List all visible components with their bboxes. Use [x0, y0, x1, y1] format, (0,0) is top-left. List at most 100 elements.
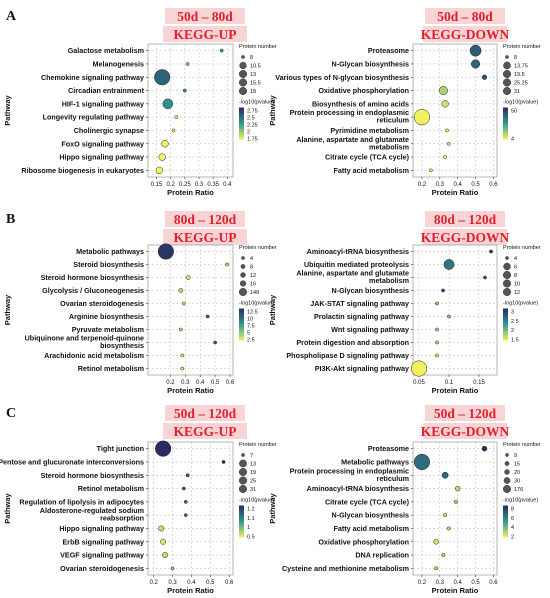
data-point	[170, 566, 175, 571]
data-point	[435, 327, 439, 332]
x-tick-label: 0.5	[206, 580, 215, 586]
x-tick-label: 0.5	[211, 380, 220, 386]
x-tick-label: 0.05	[413, 380, 425, 386]
data-point	[181, 301, 186, 306]
y-axis-title: Pathway	[3, 94, 12, 125]
color-legend-label: 5	[247, 331, 250, 337]
y-tick-label: Oxidative phosphorylation	[318, 86, 409, 95]
color-legend-label: 2.25	[247, 123, 258, 129]
size-legend-swatch	[505, 55, 509, 59]
size-legend-swatch	[503, 61, 511, 70]
x-tick-label: 0.2	[418, 580, 427, 586]
color-legend-title: -log10(pvalue)	[239, 301, 274, 307]
y-tick-label: Longevity regulating pathway	[43, 113, 144, 122]
size-legend-swatch	[503, 271, 512, 280]
data-point	[429, 168, 433, 173]
size-legend-swatch	[504, 461, 510, 466]
color-legend-label: 4	[511, 525, 514, 531]
y-tick-label: Melanogenesis	[92, 59, 144, 68]
data-point	[454, 485, 461, 492]
y-tick-label: Protein processing in endoplasmic reticul…	[290, 108, 409, 125]
y-tick-label: Citrate cycle (TCA cycle)	[325, 497, 410, 506]
size-legend-title: Protein number	[239, 44, 277, 50]
data-point	[445, 128, 449, 133]
chart-panel-4: 80d – 120d KEGG-DOWN 0.05 0.1 0.15 Aminoacyl-…	[268, 211, 541, 395]
color-legend-label: 0.5	[247, 535, 255, 541]
y-tick-label: Proteasome	[368, 46, 409, 55]
data-point	[433, 539, 439, 545]
y-tick-label: Ubiquinone and terpenoid-quinone biosynth…	[25, 334, 144, 351]
x-axis-title: Protein Ratio	[432, 586, 479, 595]
y-tick-label: Biosynthesis of amino acids	[312, 99, 409, 108]
colorbar	[503, 107, 508, 140]
y-tick-label: N-Glycan biosynthesis	[332, 286, 410, 295]
size-legend-swatch	[505, 256, 509, 260]
chart-title: 50d – 80d	[437, 9, 493, 24]
data-point	[441, 100, 449, 108]
plot-frame	[412, 43, 498, 178]
size-legend-swatch	[238, 288, 247, 297]
data-point	[469, 44, 482, 57]
panel-label: B	[6, 212, 15, 227]
data-point	[157, 243, 174, 260]
size-legend-swatch	[238, 485, 247, 494]
x-tick-label: 0.5	[471, 580, 480, 586]
y-tick-label: Protein digestion and absorption	[296, 338, 409, 347]
x-axis-title: Protein Ratio	[167, 386, 214, 395]
size-legend-label: 15	[514, 462, 520, 468]
color-legend-label: 3	[511, 310, 514, 316]
color-legend-label: 1.5	[511, 338, 519, 344]
data-point	[481, 445, 488, 452]
size-legend-swatch	[503, 262, 511, 271]
color-legend-label: 8	[511, 507, 514, 513]
subheader-bg	[163, 26, 247, 42]
data-point	[158, 153, 166, 161]
data-point	[435, 301, 439, 306]
y-tick-label: Ovarian steroidogenesis	[60, 564, 144, 573]
x-tick-label: 0.5	[471, 182, 480, 188]
data-point	[446, 141, 451, 146]
size-legend-title: Protein number	[503, 44, 541, 50]
data-point	[178, 288, 184, 293]
data-point	[483, 275, 487, 280]
data-point	[225, 262, 229, 267]
data-point	[481, 74, 488, 80]
size-legend-label: 16	[250, 282, 256, 288]
x-tick-label: 0.35	[207, 182, 219, 188]
y-tick-label: Pyrimidine metabolism	[330, 126, 409, 135]
x-tick-label: 0.3	[168, 580, 177, 586]
x-tick-label: 0.2	[166, 182, 175, 188]
y-tick-label: JAK-STAT signaling pathway	[310, 299, 409, 308]
subheader-bg	[423, 423, 507, 439]
data-point	[185, 62, 190, 66]
y-tick-label: Wnt signaling pathway	[331, 325, 409, 334]
y-tick-label: Retinol metabolism	[78, 484, 144, 493]
color-legend-label: 2.5	[247, 338, 255, 344]
y-tick-label: Steroid hormone biosynthesis	[41, 273, 144, 282]
x-tick-label: 0.4	[187, 580, 196, 586]
color-legend-label: 2	[511, 535, 514, 541]
size-legend-swatch	[238, 78, 247, 87]
color-legend-label: 6	[511, 516, 514, 522]
data-point	[489, 249, 493, 254]
data-point	[171, 128, 176, 133]
size-legend-label: 12	[250, 273, 256, 279]
data-point	[155, 440, 172, 457]
y-tick-label: Prolactin signaling pathway	[314, 312, 409, 321]
x-tick-label: 0.4	[223, 182, 232, 188]
x-tick-label: 0.3	[195, 182, 204, 188]
color-legend-label: 2.5	[511, 319, 519, 325]
y-tick-label: Arachidonic acid metabolism	[44, 351, 144, 360]
size-legend-label: 8	[514, 55, 517, 61]
data-point	[446, 526, 451, 531]
data-point	[180, 353, 185, 358]
size-legend-label: 7	[250, 453, 253, 459]
y-tick-label: FoxO signaling pathway	[61, 139, 144, 148]
subheader-bg	[423, 229, 507, 245]
header-bg	[425, 211, 505, 227]
size-legend-label: 13	[250, 72, 256, 78]
subheader-bg	[163, 229, 247, 245]
size-legend-label: 148	[250, 290, 259, 296]
data-point	[183, 513, 188, 518]
y-tick-label: DNA replication	[355, 551, 409, 560]
